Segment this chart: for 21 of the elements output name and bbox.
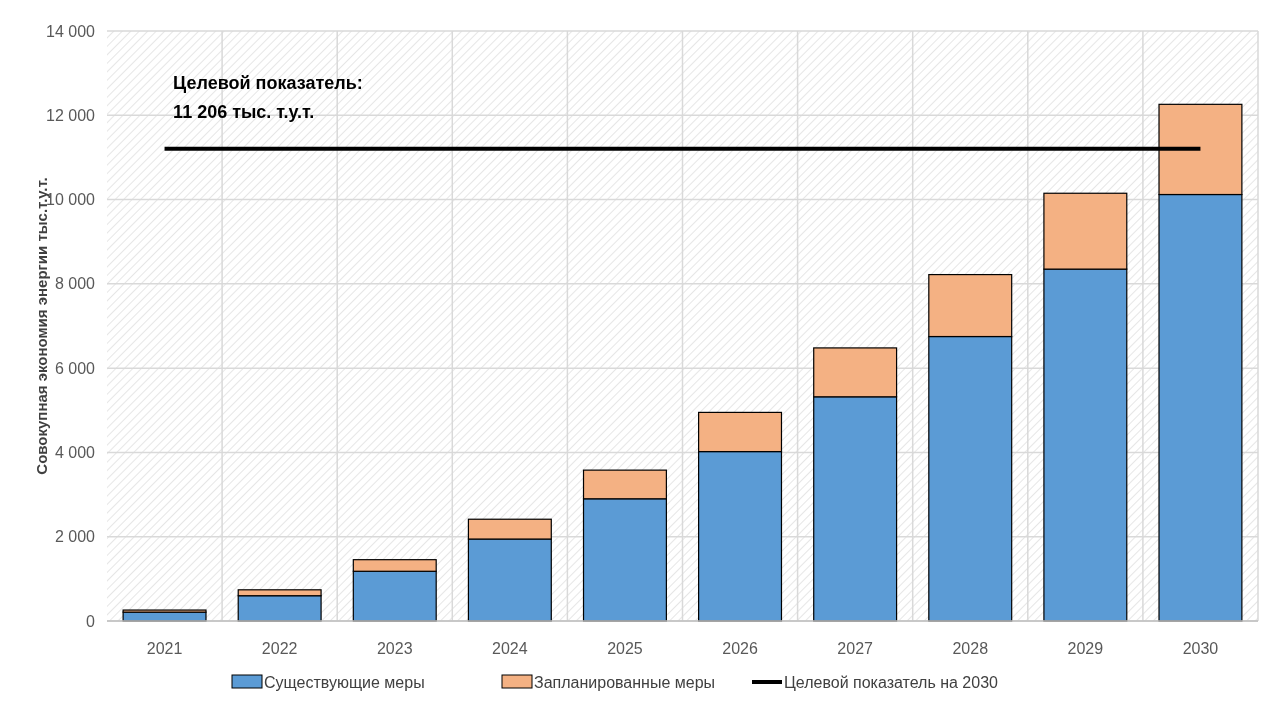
x-tick-label: 2029 xyxy=(1067,640,1104,657)
x-tick-label: 2030 xyxy=(1182,640,1219,657)
legend-label: Запланированные меры xyxy=(534,674,716,691)
legend-label: Целевой показатель на 2030 xyxy=(784,674,999,691)
y-tick-label: 6 000 xyxy=(54,359,96,377)
x-tick-label: 2021 xyxy=(146,640,183,657)
y-tick-label: 8 000 xyxy=(54,275,96,293)
y-tick-label: 14 000 xyxy=(46,22,96,40)
x-tick-label: 2025 xyxy=(607,640,643,657)
x-tick-label: 2024 xyxy=(492,640,528,657)
y-tick-label: 12 000 xyxy=(46,106,96,124)
x-tick-label: 2026 xyxy=(722,640,758,657)
x-tick-label: 2028 xyxy=(952,640,989,657)
y-tick-label: 4 000 xyxy=(54,444,96,462)
legend-label: Существующие меры xyxy=(264,674,425,691)
y-tick-label: 2 000 xyxy=(54,528,96,546)
y-tick-label: 0 xyxy=(86,612,96,630)
annotation: Целевой показатель: 11 206 тыс. т.у.т. xyxy=(173,72,363,122)
x-tick-label: 2023 xyxy=(376,640,413,657)
x-tick-label: 2027 xyxy=(837,640,874,657)
x-tick-label: 2022 xyxy=(261,640,298,657)
